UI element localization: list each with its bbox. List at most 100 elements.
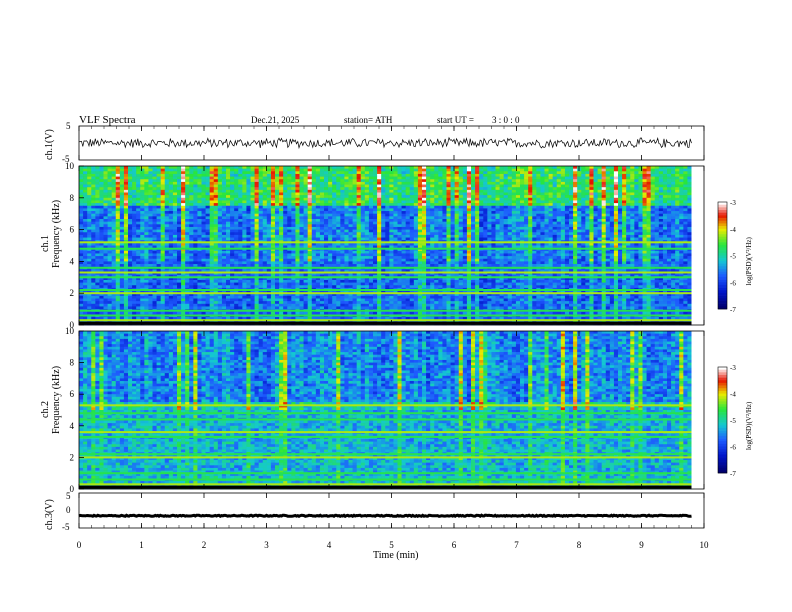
spectrogram-cell [258,226,264,230]
spectrogram-cell [332,229,337,233]
spectrogram-cell [368,216,374,220]
spectrogram-cell [552,213,558,217]
spectrogram-cell [544,195,549,199]
spectrogram-cell [364,195,370,199]
spectrogram-cell [172,171,178,175]
spectrogram-cell [164,216,170,220]
spectrogram-cell [311,189,317,193]
spectrogram-cell [397,187,402,191]
spectrogram-cell [662,171,668,175]
spectrogram-cell [360,213,366,217]
spectrogram-cell [675,224,680,228]
spectrogram-cell [168,237,174,241]
spectrogram-cell [115,219,121,222]
spectrogram-cell [511,234,517,238]
spectrogram-cell [438,232,443,236]
spectrogram-cell [377,181,382,185]
spectrogram-cell [397,226,402,230]
spectrogram-cell [532,242,537,246]
spectrogram-cell [597,192,602,196]
spectrogram-cell [597,166,602,169]
spectrogram-cell [658,189,664,193]
spectrogram-cell [283,242,288,246]
spectrogram-cell [417,189,423,193]
spectrogram-cell [397,237,402,241]
spectrogram-cell [495,232,500,236]
spectrogram-cell [87,192,92,196]
spectrogram-cell [422,168,427,172]
spectrogram-cell [544,226,549,230]
spectrogram-cell [593,229,598,233]
spectrogram-cell [205,197,210,201]
spectrogram-cell [311,168,317,172]
spectrogram-cell [442,237,447,241]
spectrogram-cell [234,226,239,230]
spectrogram-cell [491,173,496,177]
spectrogram-cell [148,197,153,201]
spectrogram-cell [303,224,308,228]
spectrogram-cell [479,168,484,172]
spectrogram-cell [422,221,427,225]
spectrogram-cell [593,232,598,236]
spectrogram-cell [671,166,676,169]
spectrogram-cell [181,168,186,172]
spectrogram-cell [205,216,210,220]
spectrogram-cell [107,181,112,185]
spectrogram-cell [238,208,243,212]
spectrogram-cell [144,221,149,225]
spectrogram-cell [683,234,688,238]
spectrogram-cell [540,168,545,172]
spectrogram-cell [430,237,435,241]
spectrogram-cell [548,192,553,196]
spectrogram-cell [605,197,611,201]
spectrogram-cell [458,224,464,228]
spectrogram-cell [136,232,141,236]
spectrogram-cell [585,187,590,191]
spectrogram-cell [585,200,590,204]
spectrogram-cell [581,200,586,204]
spectrogram-cell [115,200,121,204]
spectrogram-cell [132,171,137,175]
spectrogram-cell [111,242,117,246]
spectrogram-cell [140,250,145,254]
spectrogram-cell [442,219,447,222]
spectrogram-cell [662,166,668,169]
spectrogram-cell [495,229,500,233]
spectrogram-cell [471,200,476,204]
spectrogram-cell [409,245,415,249]
spectrogram-cell [315,179,321,183]
spectrogram-cell [242,200,247,204]
spectrogram-cell [119,181,125,185]
spectrogram-cell [132,216,137,220]
spectrogram-cell [119,253,125,257]
spectrogram-cell [336,171,341,175]
spectrogram-cell [213,197,219,201]
spectrogram-cell [573,166,578,169]
spectrogram-cell [442,179,447,183]
spectrogram-cell [95,211,100,214]
spectrogram-cell [328,184,333,188]
spectrogram-cell [499,181,504,185]
spectrogram-cell [246,187,251,191]
spectrogram-cell [254,200,259,204]
spectrogram-cell [344,192,349,196]
spectrogram-cell [409,205,415,209]
spectrogram-cell [262,245,268,249]
spectrogram-cell [540,192,545,196]
spectrogram-cell [540,184,545,188]
spectrogram-cell [217,195,223,199]
spectrogram-cell [160,237,166,241]
spectrogram-cell [132,234,137,238]
spectrogram-cell [172,237,178,241]
spectrogram-cell [483,221,488,225]
spectrogram-cell [683,226,688,230]
spectrogram-cell [475,232,480,236]
spectrogram-cell [193,211,198,214]
spectrogram-cell [83,224,88,228]
spectrogram-cell [466,184,472,188]
spectrogram-cell [279,197,284,201]
spectrogram-cell [630,211,635,214]
spectrogram-cell [140,213,145,217]
spectrogram-cell [487,237,492,241]
spectrogram-cell [638,189,643,193]
